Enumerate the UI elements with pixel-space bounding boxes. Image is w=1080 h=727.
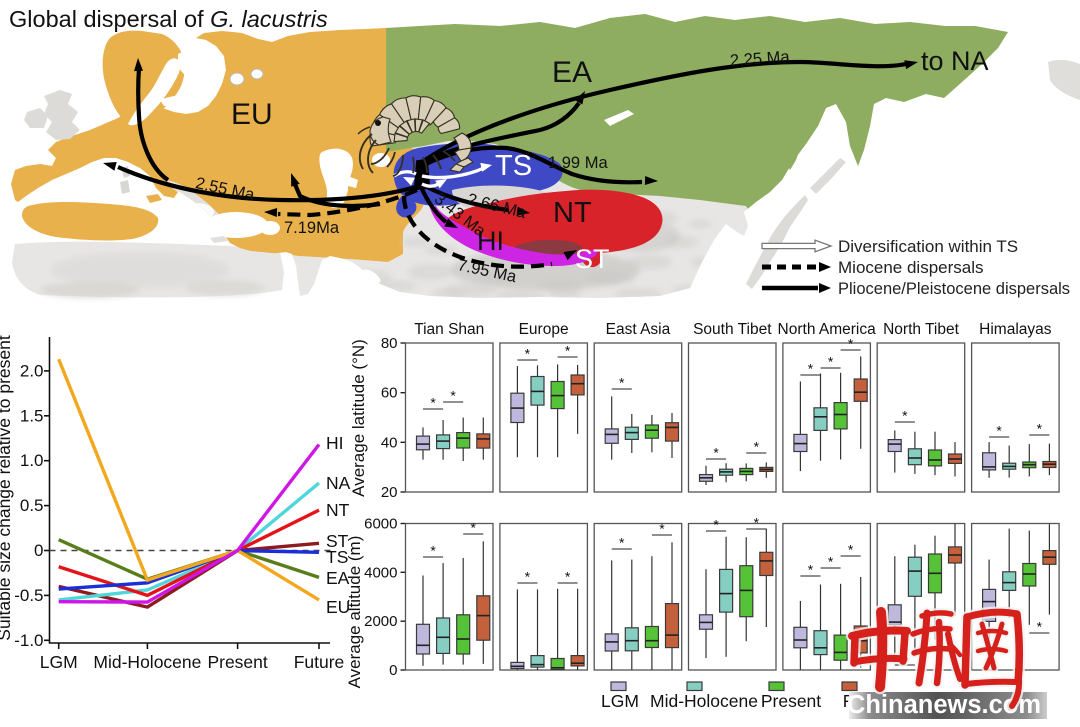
- svg-text:*: *: [565, 343, 571, 359]
- svg-text:HI: HI: [326, 433, 344, 453]
- svg-text:*: *: [1037, 421, 1043, 437]
- svg-text:Global dispersal of G. lacustr: Global dispersal of G. lacustris: [9, 6, 328, 32]
- svg-text:Future: Future: [294, 652, 345, 672]
- svg-text:*: *: [996, 423, 1002, 439]
- svg-text:*: *: [430, 543, 436, 559]
- svg-text:South Tibet: South Tibet: [693, 321, 772, 338]
- svg-text:*: *: [848, 336, 854, 352]
- svg-text:60: 60: [381, 385, 398, 402]
- svg-text:6000: 6000: [364, 515, 397, 532]
- svg-text:*: *: [828, 554, 834, 570]
- svg-text:North America: North America: [778, 321, 877, 338]
- svg-text:Diversification within TS: Diversification within TS: [838, 237, 1018, 256]
- svg-text:1.0: 1.0: [20, 451, 44, 470]
- svg-text:EU: EU: [231, 98, 273, 131]
- svg-text:*: *: [754, 515, 760, 531]
- svg-text:*: *: [659, 521, 665, 537]
- svg-text:Average latitude (°N): Average latitude (°N): [349, 339, 368, 497]
- svg-text:*: *: [713, 517, 719, 533]
- svg-text:2.0: 2.0: [20, 361, 44, 380]
- svg-text:HI: HI: [477, 226, 504, 256]
- svg-text:East Asia: East Asia: [606, 321, 671, 338]
- svg-text:*: *: [450, 388, 456, 404]
- svg-text:LGM: LGM: [40, 652, 78, 672]
- svg-text:*: *: [525, 569, 531, 585]
- svg-text:North Tibet: North Tibet: [883, 321, 960, 338]
- svg-text:0: 0: [34, 541, 43, 560]
- svg-text:Miocene dispersals: Miocene dispersals: [838, 258, 984, 277]
- svg-text:-0.5: -0.5: [14, 586, 43, 605]
- svg-text:0: 0: [389, 662, 397, 679]
- svg-text:80: 80: [381, 335, 398, 352]
- svg-text:TS: TS: [326, 547, 348, 567]
- svg-text:-1.0: -1.0: [14, 631, 43, 650]
- svg-text:*: *: [1037, 619, 1043, 635]
- svg-text:Mid-Holocene: Mid-Holocene: [650, 691, 758, 711]
- svg-text:EU: EU: [326, 597, 350, 617]
- svg-text:Europe: Europe: [519, 321, 569, 338]
- svg-text:*: *: [828, 354, 834, 370]
- svg-text:20: 20: [381, 484, 398, 501]
- svg-text:EA: EA: [326, 568, 350, 588]
- svg-text:40: 40: [381, 434, 398, 451]
- svg-text:Suitable size change relative: Suitable size change relative to present: [0, 335, 14, 641]
- svg-text:Present: Present: [761, 691, 821, 711]
- svg-text:NT: NT: [326, 500, 350, 520]
- svg-text:*: *: [525, 346, 531, 362]
- svg-text:NT: NT: [553, 197, 592, 229]
- svg-text:2.25 Ma: 2.25 Ma: [729, 48, 791, 70]
- svg-text:1.5: 1.5: [20, 406, 44, 425]
- svg-text:Pliocene/Pleistocene dispersal: Pliocene/Pleistocene dispersals: [838, 280, 1070, 298]
- svg-text:*: *: [619, 535, 625, 551]
- svg-text:to NA: to NA: [921, 46, 989, 76]
- svg-text:*: *: [754, 439, 760, 455]
- svg-text:*: *: [565, 569, 571, 585]
- svg-text:*: *: [619, 375, 625, 391]
- svg-text:1.99 Ma: 1.99 Ma: [548, 154, 608, 172]
- svg-text:4000: 4000: [364, 564, 397, 581]
- svg-text:0.5: 0.5: [20, 496, 44, 515]
- svg-text:*: *: [808, 562, 814, 578]
- svg-text:*: *: [713, 445, 719, 461]
- svg-text:*: *: [848, 542, 854, 558]
- svg-text:Average altitude (m): Average altitude (m): [345, 536, 364, 689]
- svg-text:Tian Shan: Tian Shan: [414, 321, 484, 338]
- svg-text:NA: NA: [326, 473, 351, 493]
- svg-text:EA: EA: [552, 56, 592, 89]
- svg-text:*: *: [471, 520, 477, 536]
- svg-text:ST: ST: [575, 244, 610, 274]
- svg-text:7.19Ma: 7.19Ma: [284, 219, 340, 237]
- svg-text:LGM: LGM: [601, 691, 639, 711]
- svg-text:*: *: [430, 395, 436, 411]
- svg-text:Himalayas: Himalayas: [979, 321, 1052, 338]
- svg-text:Present: Present: [207, 652, 267, 672]
- svg-text:*: *: [902, 408, 908, 424]
- svg-text:2000: 2000: [364, 613, 397, 630]
- svg-text:TS: TS: [495, 150, 532, 182]
- svg-text:*: *: [808, 361, 814, 377]
- svg-text:ST: ST: [326, 531, 349, 551]
- svg-text:Mid-Holocene: Mid-Holocene: [93, 652, 201, 672]
